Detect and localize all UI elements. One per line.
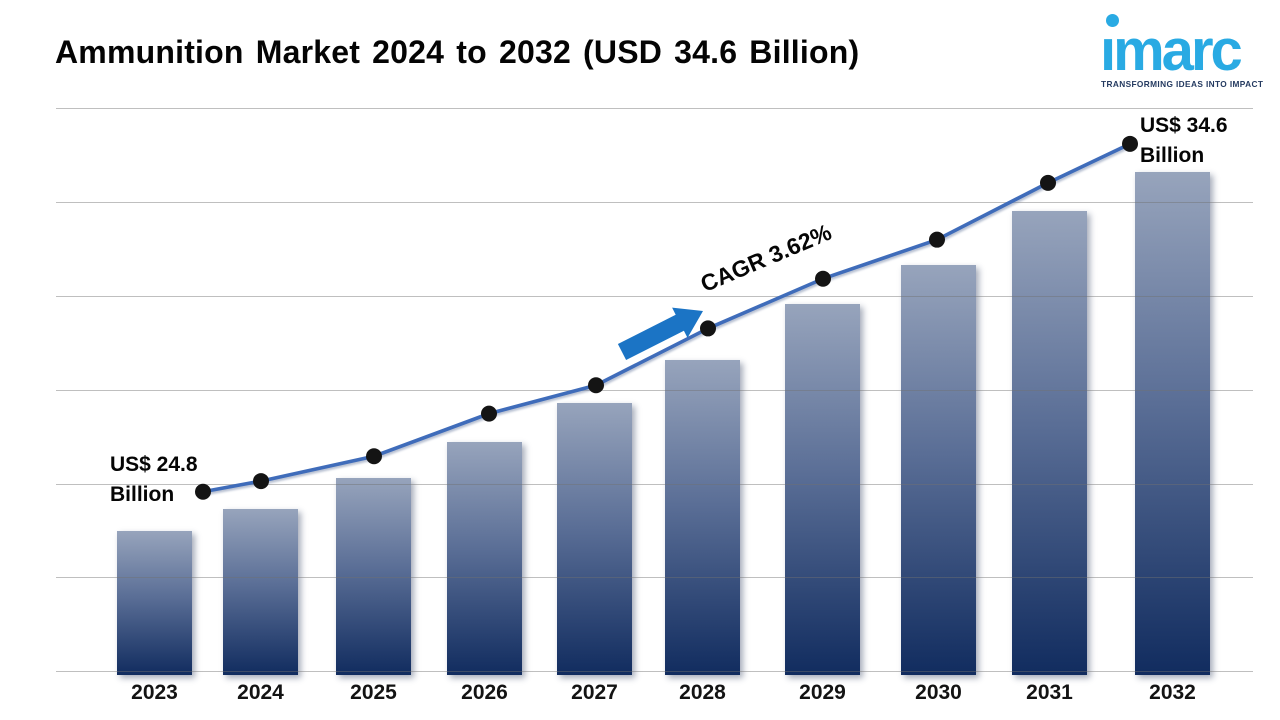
data-point-2030 (929, 231, 945, 248)
gridline (56, 577, 1253, 578)
x-label-2026: 2026 (461, 681, 508, 704)
cagr-label: CAGR 3.62% (696, 218, 836, 298)
cagr-arrow-icon (617, 307, 703, 360)
gridline (56, 108, 1253, 109)
x-label-2029: 2029 (799, 681, 846, 704)
logo-tagline: TRANSFORMING IDEAS INTO IMPACT (1101, 79, 1264, 89)
x-label-2028: 2028 (679, 681, 726, 704)
x-label-2030: 2030 (915, 681, 962, 704)
data-point-2031 (1040, 174, 1056, 191)
gridline (56, 671, 1253, 672)
chart-title: Ammunition Market 2024 to 2032 (USD 34.6… (55, 34, 860, 70)
last-value-label: US$ 34.6 Billion (1140, 114, 1228, 167)
bar-2024 (223, 509, 298, 675)
bar-2031 (1012, 211, 1087, 675)
x-label-2032: 2032 (1149, 681, 1196, 704)
bar-2030 (901, 264, 976, 675)
x-label-2023: 2023 (131, 681, 178, 704)
bar-2027 (557, 402, 632, 675)
bar-2023 (117, 530, 192, 675)
data-point-2032 (1122, 135, 1138, 152)
x-label-2025: 2025 (350, 681, 397, 704)
data-point-2026 (481, 405, 497, 422)
data-point-2028 (700, 320, 716, 337)
bar-2032 (1135, 172, 1210, 675)
x-label-2024: 2024 (237, 681, 284, 704)
bar-2028 (665, 360, 740, 675)
data-point-2025 (366, 448, 382, 465)
gridline (56, 484, 1253, 485)
gridline (56, 296, 1253, 297)
gridline (56, 390, 1253, 391)
bar-2029 (785, 303, 860, 675)
data-point-2029 (815, 270, 831, 287)
data-point-2024 (253, 473, 269, 490)
imarc-logo: ımarc TRANSFORMING IDEAS INTO IMPACT (1100, 8, 1270, 92)
x-label-2031: 2031 (1026, 681, 1073, 704)
first-value-label: US$ 24.8 Billion (110, 453, 198, 506)
logo-wordmark: ımarc (1100, 18, 1243, 83)
gridline (56, 202, 1253, 203)
bar-2025 (336, 477, 411, 675)
bar-2026 (447, 442, 522, 675)
x-label-2027: 2027 (571, 681, 618, 704)
logo-dot-icon (1106, 14, 1119, 27)
